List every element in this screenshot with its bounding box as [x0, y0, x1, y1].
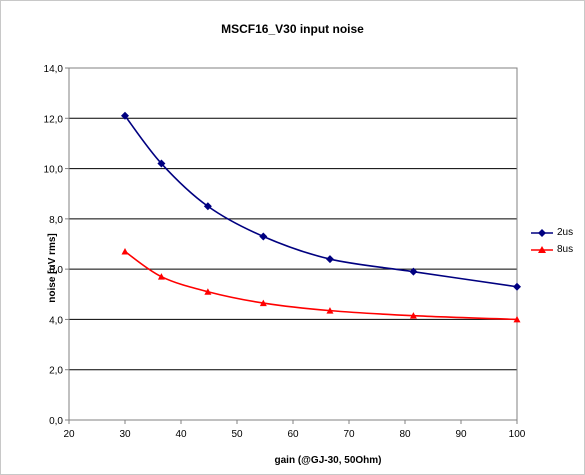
data-point-2us [513, 282, 521, 291]
data-point-8us [157, 273, 165, 280]
data-point-2us [203, 202, 212, 211]
y-tick-label: 14,0 [44, 64, 64, 75]
y-tick-label: 10,0 [44, 165, 64, 176]
x-tick-label: 60 [287, 429, 299, 440]
data-point-2us [325, 255, 334, 264]
data-point-8us [513, 315, 521, 323]
plot-frame [68, 67, 518, 421]
y-axis-label: noise [uV rms] [47, 233, 58, 303]
series-line-8us [124, 250, 518, 321]
y-tick-label: 4,0 [49, 315, 63, 326]
legend-label-2us: 2us [557, 227, 574, 238]
legend-item-8us: 8us [527, 243, 585, 260]
series-line-2us [124, 115, 518, 288]
legend-swatch-2us [531, 229, 553, 237]
axis-ticks: 0,0 2,0 4,0 6,0 8,0 10,0 12,0 14,0 20 30 40 50 60 70 8… [44, 64, 526, 440]
grid-lines [69, 117, 517, 371]
x-tick-label: 70 [343, 429, 355, 440]
legend-item-2us: 2us [527, 226, 585, 243]
x-tick-label: 20 [63, 429, 75, 440]
legend-label-8us: 8us [557, 244, 574, 255]
chart-title: MSCF16_V30 input noise [221, 22, 364, 36]
y-tick-label: 12,0 [44, 114, 64, 125]
data-point-8us [259, 299, 267, 307]
data-point-2us [409, 267, 418, 276]
x-axis-label: gain (@GJ-30, 50Ohm) [274, 455, 382, 466]
data-point-2us [157, 159, 166, 168]
y-tick-label: 0,0 [49, 416, 63, 427]
data-point-8us [409, 312, 417, 319]
x-tick-label: 40 [175, 429, 187, 440]
data-point-2us [259, 232, 268, 241]
x-tick-label: 30 [119, 429, 131, 440]
y-tick-label: 8,0 [49, 215, 63, 226]
series-group [121, 111, 521, 323]
data-point-8us [121, 248, 129, 255]
y-tick-label: 2,0 [49, 366, 63, 377]
x-tick-label: 100 [509, 429, 526, 440]
data-point-8us [326, 307, 334, 314]
legend: 2us 8us [527, 226, 585, 260]
y-tick-label: 6,0 [49, 265, 63, 276]
legend-swatch-8us [531, 246, 553, 253]
x-tick-label: 90 [455, 429, 467, 440]
data-point-2us [121, 111, 129, 120]
x-tick-label: 50 [231, 429, 243, 440]
data-point-8us [204, 288, 212, 295]
x-tick-label: 80 [399, 429, 411, 440]
